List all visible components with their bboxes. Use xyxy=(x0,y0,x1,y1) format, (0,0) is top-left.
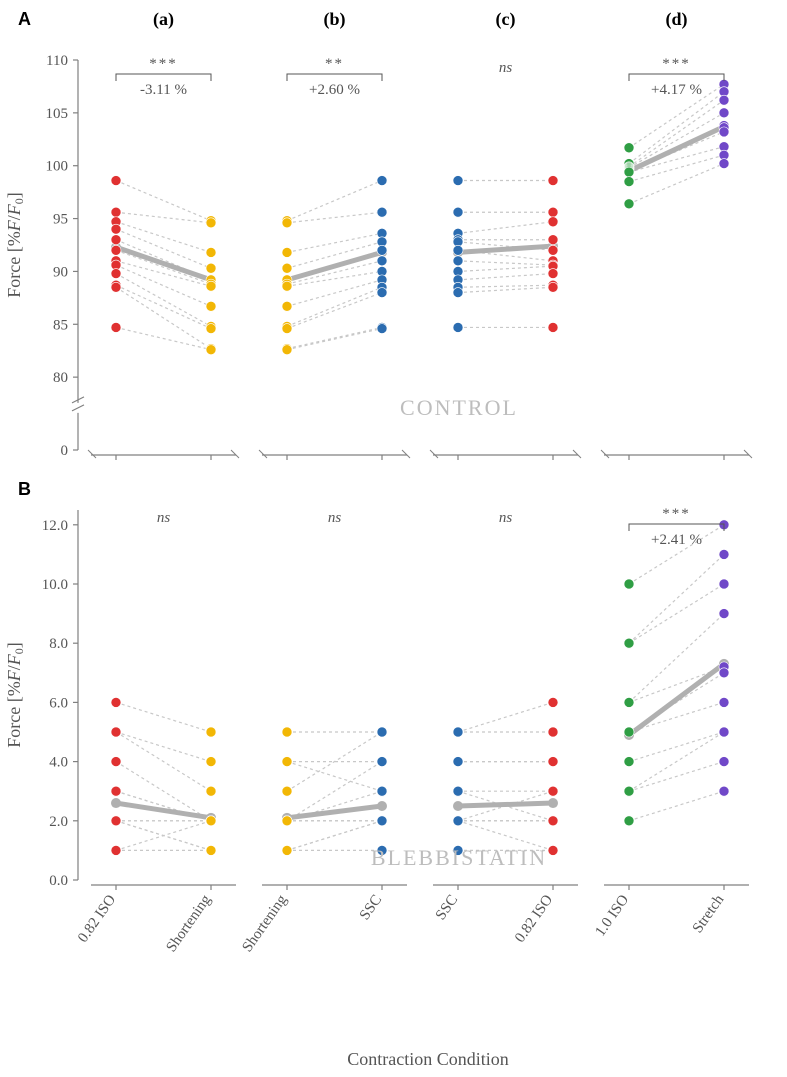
svg-text:**: ** xyxy=(325,56,344,72)
svg-text:90: 90 xyxy=(53,264,68,280)
svg-text:***: *** xyxy=(662,56,691,72)
svg-text:95: 95 xyxy=(53,212,68,228)
svg-text:***: *** xyxy=(662,506,691,522)
svg-text:Stretch: Stretch xyxy=(690,892,728,936)
svg-text:(d): (d) xyxy=(666,9,688,30)
svg-text:Shortening: Shortening xyxy=(163,892,214,956)
svg-text:(c): (c) xyxy=(496,9,516,30)
svg-text:ns: ns xyxy=(499,60,513,76)
svg-text:-3.11 %: -3.11 % xyxy=(140,82,187,98)
svg-text:0: 0 xyxy=(61,443,69,459)
svg-text:10.0: 10.0 xyxy=(42,577,68,593)
svg-text:+2.41 %: +2.41 % xyxy=(651,532,702,548)
svg-text:Shortening: Shortening xyxy=(239,892,290,956)
svg-text:80: 80 xyxy=(53,370,68,386)
svg-text:Force [%F/F0]: Force [%F/F0] xyxy=(4,192,26,298)
svg-text:B: B xyxy=(18,479,31,499)
svg-text:ns: ns xyxy=(157,510,171,526)
svg-text:(a): (a) xyxy=(153,9,174,30)
svg-text:8.0: 8.0 xyxy=(49,636,68,652)
svg-text:Force [%F/F0]: Force [%F/F0] xyxy=(4,642,26,748)
svg-text:Contraction Condition: Contraction Condition xyxy=(347,1049,509,1069)
svg-text:BLEBBISTATIN: BLEBBISTATIN xyxy=(371,845,547,870)
svg-text:4.0: 4.0 xyxy=(49,755,68,771)
svg-text:0.82 ISO: 0.82 ISO xyxy=(75,892,119,946)
chart-svg: A (a) (b) (c) (d) 0 80 85 90 95 100 105 110 Force [%F… xyxy=(0,0,787,1077)
svg-text:2.0: 2.0 xyxy=(49,814,68,830)
svg-text:A: A xyxy=(18,9,31,29)
svg-text:(b): (b) xyxy=(324,9,346,30)
svg-text:ns: ns xyxy=(328,510,342,526)
svg-text:105: 105 xyxy=(46,106,69,122)
svg-text:110: 110 xyxy=(46,53,68,69)
svg-text:***: *** xyxy=(149,56,178,72)
svg-text:0.82 ISO: 0.82 ISO xyxy=(512,892,556,946)
svg-text:85: 85 xyxy=(53,317,68,333)
svg-text:SSC: SSC xyxy=(433,892,461,923)
svg-text:0.0: 0.0 xyxy=(49,873,68,889)
figure-container: A (a) (b) (c) (d) 0 80 85 90 95 100 105 110 Force [%F… xyxy=(0,0,787,1077)
svg-text:1.0 ISO: 1.0 ISO xyxy=(592,892,632,940)
svg-text:100: 100 xyxy=(46,159,69,175)
svg-text:ns: ns xyxy=(499,510,513,526)
svg-text:SSC: SSC xyxy=(357,892,385,923)
svg-text:6.0: 6.0 xyxy=(49,695,68,711)
svg-text:+2.60 %: +2.60 % xyxy=(309,82,360,98)
svg-text:12.0: 12.0 xyxy=(42,518,68,534)
svg-text:CONTROL: CONTROL xyxy=(400,395,518,420)
svg-text:+4.17 %: +4.17 % xyxy=(651,82,702,98)
